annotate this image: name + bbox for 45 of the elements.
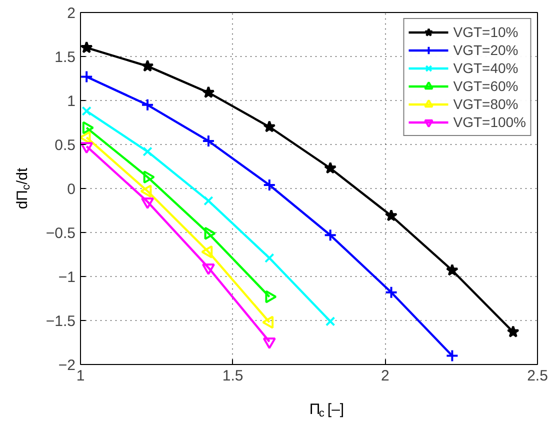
legend-label: VGT=20% bbox=[453, 41, 518, 59]
point bbox=[385, 209, 398, 222]
y-tick-label: −1 bbox=[58, 269, 76, 286]
point bbox=[262, 337, 276, 349]
legend-label: VGT=80% bbox=[453, 95, 518, 113]
y-tick-label: −2 bbox=[58, 357, 76, 374]
point bbox=[202, 134, 215, 148]
point bbox=[80, 70, 94, 84]
point bbox=[80, 41, 93, 54]
point bbox=[384, 286, 398, 299]
y-axis-title: dΠc/dt bbox=[14, 167, 32, 210]
legend-label: VGT=40% bbox=[453, 59, 518, 77]
point bbox=[446, 264, 458, 276]
point bbox=[82, 121, 94, 134]
y-tick-label: 0.5 bbox=[54, 137, 76, 154]
point bbox=[201, 245, 213, 258]
point bbox=[325, 316, 336, 326]
point bbox=[446, 349, 459, 362]
point bbox=[80, 130, 91, 144]
point bbox=[263, 120, 276, 132]
y-tick-label: 1 bbox=[67, 93, 76, 110]
point bbox=[264, 253, 274, 263]
point bbox=[324, 162, 337, 174]
point bbox=[141, 98, 154, 112]
y-tick-label: −0.5 bbox=[46, 225, 76, 242]
legend-label: VGT=60% bbox=[453, 77, 518, 95]
x-tick-label: 2 bbox=[380, 368, 390, 384]
point bbox=[262, 316, 274, 329]
point bbox=[262, 178, 276, 192]
legend-label: VGT=100% bbox=[453, 113, 526, 131]
point bbox=[204, 196, 214, 206]
point bbox=[506, 325, 520, 338]
point bbox=[202, 86, 215, 98]
legend-label: VGT=10% bbox=[453, 23, 518, 41]
point bbox=[324, 228, 337, 242]
point bbox=[82, 106, 92, 116]
y-tick-label: 2 bbox=[67, 5, 76, 22]
x-tick-label: 2.5 bbox=[527, 368, 548, 384]
x-tick-label: 1.5 bbox=[222, 368, 244, 384]
y-tick-label: 0 bbox=[67, 181, 76, 198]
point bbox=[141, 60, 154, 72]
y-tick-label: 1.5 bbox=[54, 49, 76, 66]
y-tick-label: −1.5 bbox=[46, 313, 76, 330]
point bbox=[143, 170, 155, 184]
point bbox=[142, 146, 152, 156]
